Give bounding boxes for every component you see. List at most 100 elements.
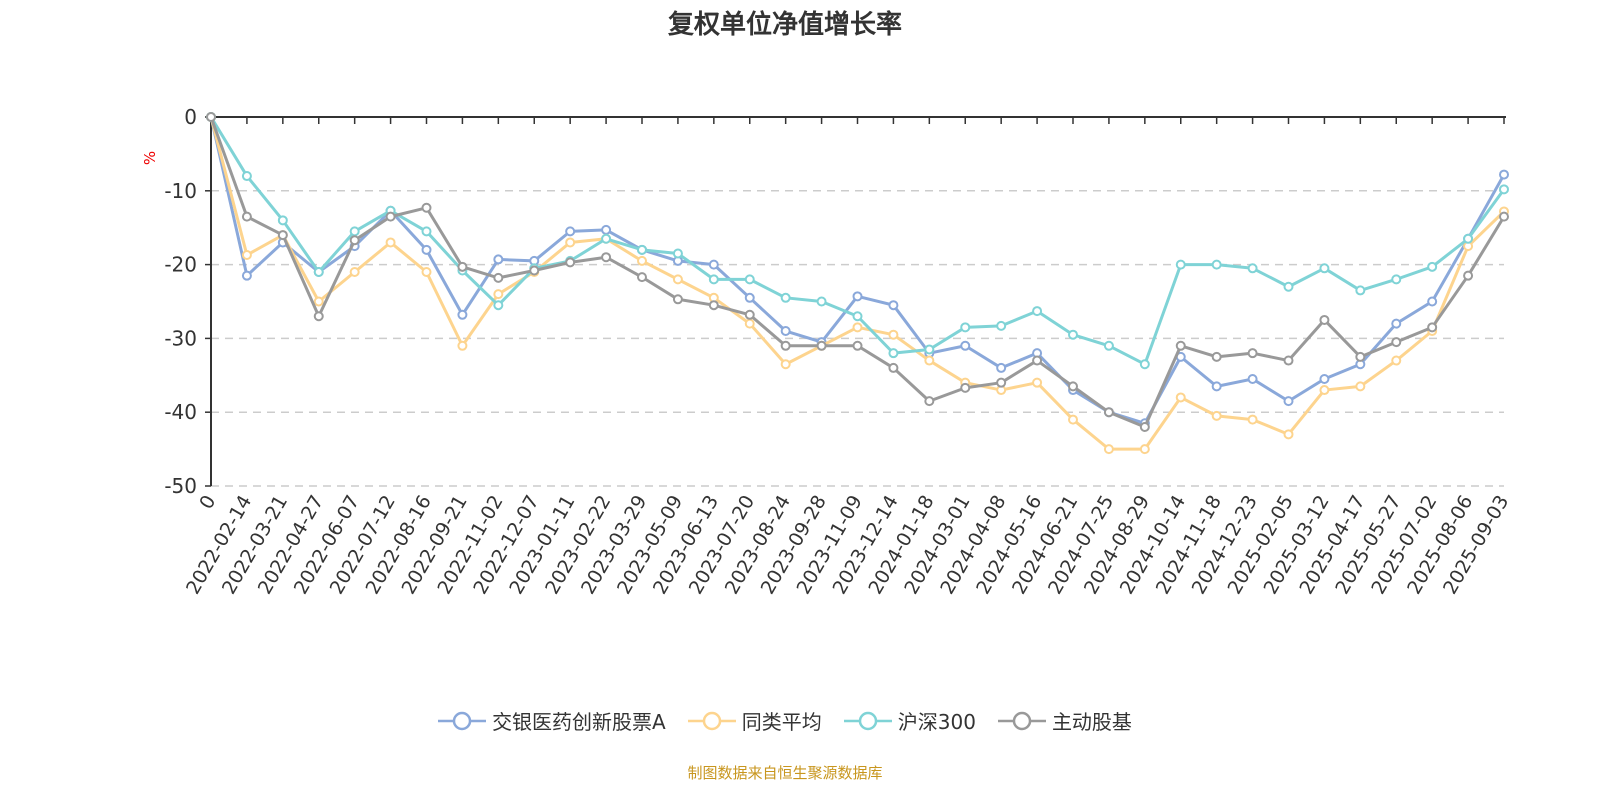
data-point xyxy=(816,340,827,351)
data-point xyxy=(1211,351,1222,362)
data-point xyxy=(1499,184,1509,195)
y-tick-label: -50 xyxy=(164,474,197,498)
data-point xyxy=(888,329,899,340)
data-point xyxy=(744,274,755,285)
data-point xyxy=(1103,407,1114,418)
data-point xyxy=(924,355,935,366)
data-point xyxy=(1247,414,1258,425)
data-point xyxy=(1175,392,1186,403)
data-point xyxy=(421,202,432,213)
data-point xyxy=(1211,410,1222,421)
data-point xyxy=(1391,355,1402,366)
data-point xyxy=(1427,261,1438,272)
data-point xyxy=(1103,444,1114,455)
data-point xyxy=(277,215,288,226)
legend-label: 交银医药创新股票A xyxy=(492,710,666,734)
data-point xyxy=(1355,285,1366,296)
series-line-3 xyxy=(209,116,1506,429)
data-point xyxy=(1283,355,1294,366)
data-point xyxy=(1139,444,1150,455)
data-point xyxy=(457,340,468,351)
data-point xyxy=(888,300,899,311)
data-point xyxy=(493,289,504,300)
chart-title: 复权单位净值增长率 xyxy=(667,10,902,40)
data-point xyxy=(565,237,576,248)
y-tick-label: -20 xyxy=(164,253,197,277)
data-point xyxy=(1319,263,1330,274)
data-point xyxy=(852,322,863,333)
data-point xyxy=(1391,274,1402,285)
data-point xyxy=(1175,259,1186,270)
data-point xyxy=(493,300,504,311)
data-point xyxy=(672,274,683,285)
data-point xyxy=(1391,318,1402,329)
data-point xyxy=(1032,306,1043,317)
y-tick-label: 0 xyxy=(184,105,197,129)
data-point xyxy=(780,326,791,337)
data-point xyxy=(1463,270,1474,281)
data-point xyxy=(457,309,468,320)
data-point xyxy=(1499,211,1509,222)
data-point xyxy=(1068,414,1078,425)
data-point xyxy=(385,211,396,222)
legend-item[interactable]: 主动股基 xyxy=(997,706,1132,735)
data-point xyxy=(960,322,971,333)
data-point xyxy=(1427,322,1438,333)
legend-item[interactable]: 交银医药创新股票A xyxy=(438,706,666,735)
data-point xyxy=(493,272,504,283)
data-point xyxy=(960,382,971,393)
data-point xyxy=(960,340,971,351)
legend-item[interactable]: 同类平均 xyxy=(687,706,822,735)
legend-line-circle-icon xyxy=(997,711,1046,730)
data-point xyxy=(924,396,935,407)
data-point xyxy=(1499,169,1509,180)
data-point xyxy=(1319,314,1330,325)
data-point xyxy=(565,226,576,237)
data-point xyxy=(241,250,252,261)
data-point xyxy=(313,296,324,307)
data-point xyxy=(565,257,576,268)
data-point xyxy=(277,230,288,241)
data-point xyxy=(349,226,360,237)
data-point xyxy=(672,294,683,305)
data-point xyxy=(421,266,432,277)
data-point xyxy=(601,233,612,244)
data-point xyxy=(1283,281,1294,292)
legend-label: 同类平均 xyxy=(741,710,822,734)
data-point xyxy=(1103,340,1114,351)
data-point xyxy=(637,272,647,283)
source-note: 制图数据来自恒生聚源数据库 xyxy=(687,764,883,782)
data-point xyxy=(421,226,432,237)
data-point xyxy=(1175,340,1186,351)
data-point xyxy=(924,344,935,355)
y-tick-label: -40 xyxy=(164,400,197,424)
data-point xyxy=(852,340,863,351)
x-tick-label: 0 xyxy=(195,492,220,513)
legend-line-circle-icon xyxy=(438,711,487,730)
data-point xyxy=(744,292,755,303)
legend-line-circle-icon xyxy=(687,711,736,730)
data-point xyxy=(1355,381,1366,392)
data-point xyxy=(1068,329,1078,340)
data-point xyxy=(1391,337,1402,348)
data-point xyxy=(1032,377,1043,388)
data-point xyxy=(1283,429,1294,440)
data-point xyxy=(1463,233,1474,244)
y-tick-label: -10 xyxy=(164,179,197,203)
data-point xyxy=(601,252,612,263)
data-point xyxy=(421,244,432,255)
data-point xyxy=(1139,421,1150,432)
legend-line-circle-icon xyxy=(843,711,892,730)
data-point xyxy=(708,300,719,311)
data-point xyxy=(996,377,1007,388)
data-point xyxy=(708,274,719,285)
data-point xyxy=(780,359,791,370)
data-point xyxy=(852,311,863,322)
data-point xyxy=(241,211,252,222)
data-point xyxy=(852,291,863,302)
data-point xyxy=(493,254,504,265)
legend-item[interactable]: 沪深300 xyxy=(843,706,976,735)
data-point xyxy=(1247,373,1258,384)
data-point xyxy=(888,362,899,373)
